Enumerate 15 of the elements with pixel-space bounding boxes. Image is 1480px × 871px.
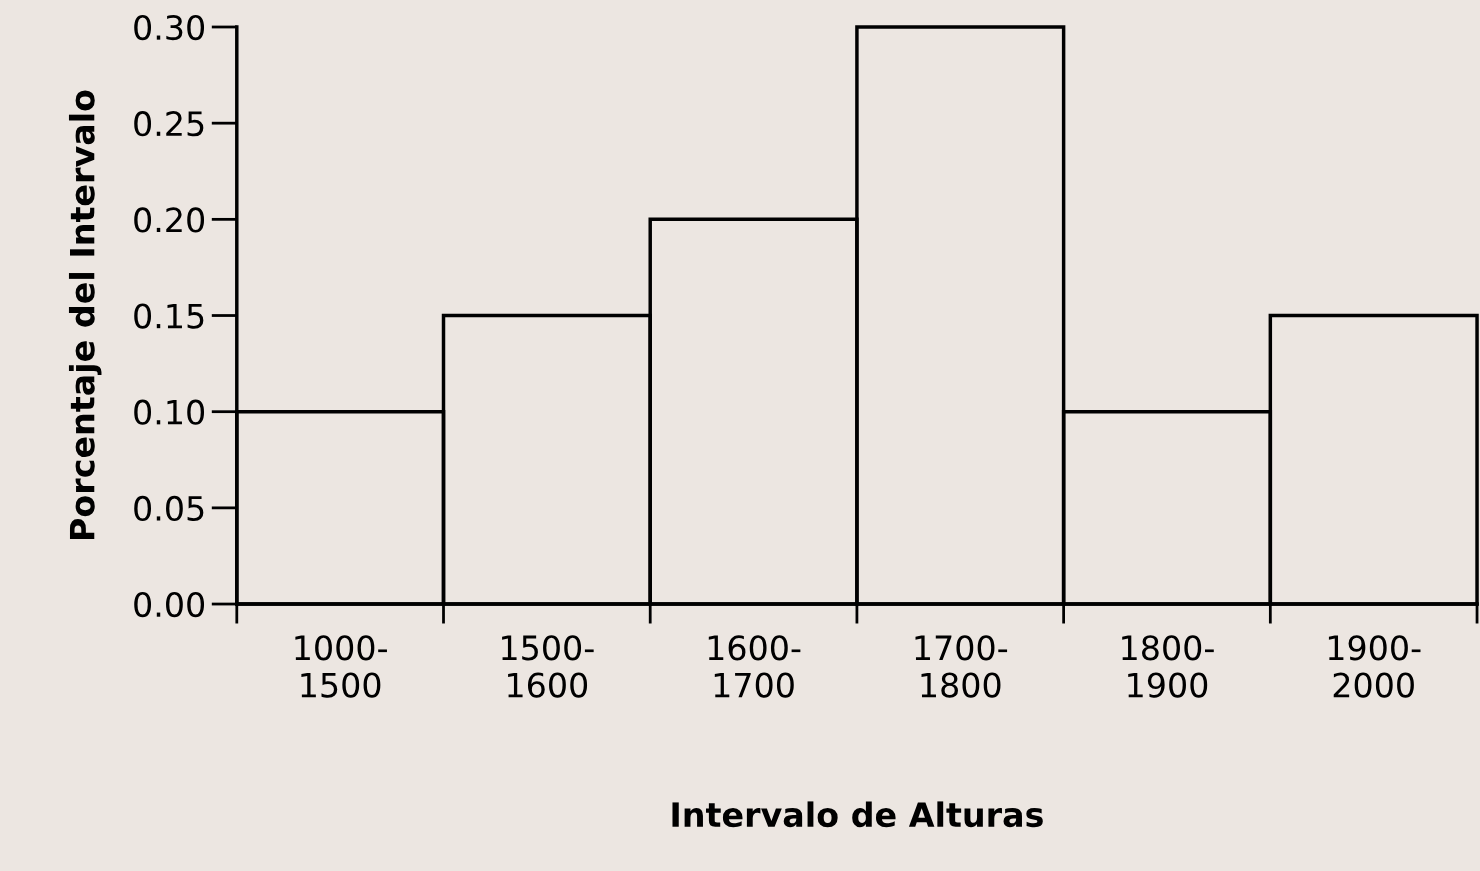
x-tick-label: 1900- 2000 — [1328, 635, 1421, 698]
x-tick-label: 1800- 1900 — [1122, 635, 1214, 698]
y-tick-label: 0.15 — [134, 303, 204, 329]
x-tick-label: 1500- 1600 — [502, 635, 594, 698]
y-tick-label: 0.20 — [134, 207, 205, 233]
x-axis-title: Intervalo de Alturas — [672, 801, 1043, 828]
y-tick-label: 0.30 — [134, 14, 205, 41]
y-tick-label: 0.10 — [134, 399, 205, 425]
y-tick-label: 0.05 — [134, 495, 204, 521]
x-tick-label: 1000- 1500 — [295, 635, 387, 698]
x-tick-label: 1700- 1800 — [915, 635, 1008, 698]
y-axis-title: Porcentaje del Intervalo — [68, 90, 102, 540]
y-tick-label: 0.25 — [134, 111, 204, 137]
y-tick-label: 0.00 — [134, 591, 205, 618]
x-tick-label: 1600- 1700 — [708, 635, 801, 698]
